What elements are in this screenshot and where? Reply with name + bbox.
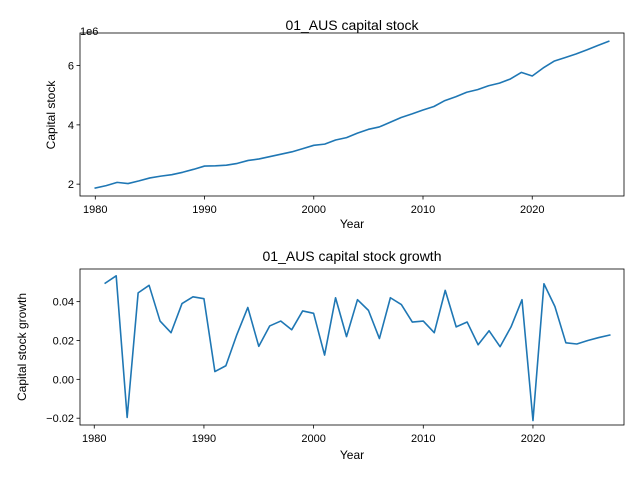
capital-stock-growth-x-axis-label: Year [340, 448, 364, 462]
capital-stock-y-tick-label: 2 [68, 179, 74, 191]
capital-stock-growth-title: 01_AUS capital stock growth [263, 248, 442, 264]
capital-stock-growth-x-tick-label: 2010 [411, 433, 435, 445]
capital-stock-growth-series-line [104, 274, 611, 422]
capital-stock-growth-y-tick-label: 0.02 [53, 335, 74, 347]
capital-stock-x-tick-label: 2010 [411, 204, 435, 216]
capital-stock-ticks: 1980 1990 2000 2010 2020 2 4 6 [68, 61, 545, 216]
capital-stock-x-axis-label: Year [340, 217, 364, 231]
capital-stock-growth-y-tick-label: 0.04 [53, 297, 74, 309]
capital-stock-growth-x-tick-label: 2020 [521, 433, 545, 445]
capital-stock-offset-label: 1e6 [80, 26, 98, 38]
capital-stock-growth-ticks: 1980 1990 2000 2010 2020 −0.02 0.00 0.02 0.04 [46, 297, 545, 445]
capital-stock-plot-area [94, 40, 610, 189]
capital-stock-x-tick-label: 2020 [520, 204, 544, 216]
capital-stock-axes-frame [79, 32, 625, 197]
capital-stock-growth-y-tick-label: −0.02 [46, 413, 74, 425]
capital-stock-growth-axes-frame [79, 268, 625, 426]
capital-stock-panel: 1980 1990 2000 2010 2020 2 4 6 01_AUS capital s… [44, 17, 625, 231]
capital-stock-x-tick-label: 1990 [192, 204, 216, 216]
capital-stock-y-tick-label: 4 [68, 120, 74, 132]
capital-stock-growth-y-axis-label: Capital stock growth [15, 293, 29, 401]
capital-stock-growth-x-tick-label: 1990 [192, 433, 216, 445]
capital-stock-growth-x-tick-label: 2000 [301, 433, 325, 445]
capital-stock-series-line [94, 40, 610, 189]
capital-stock-y-tick-label: 6 [68, 61, 74, 73]
capital-stock-growth-y-tick-label: 0.00 [53, 374, 74, 386]
capital-stock-x-tick-label: 1980 [83, 204, 107, 216]
capital-stock-growth-x-tick-label: 1980 [82, 433, 106, 445]
capital-stock-growth-panel: 1980 1990 2000 2010 2020 −0.02 0.00 0.02 0.04 01… [15, 248, 625, 462]
capital-stock-title: 01_AUS capital stock [285, 17, 419, 33]
capital-stock-y-axis-label: Capital stock [44, 80, 58, 150]
capital-stock-x-tick-label: 2000 [302, 204, 326, 216]
capital-stock-growth-plot-area [104, 274, 611, 422]
